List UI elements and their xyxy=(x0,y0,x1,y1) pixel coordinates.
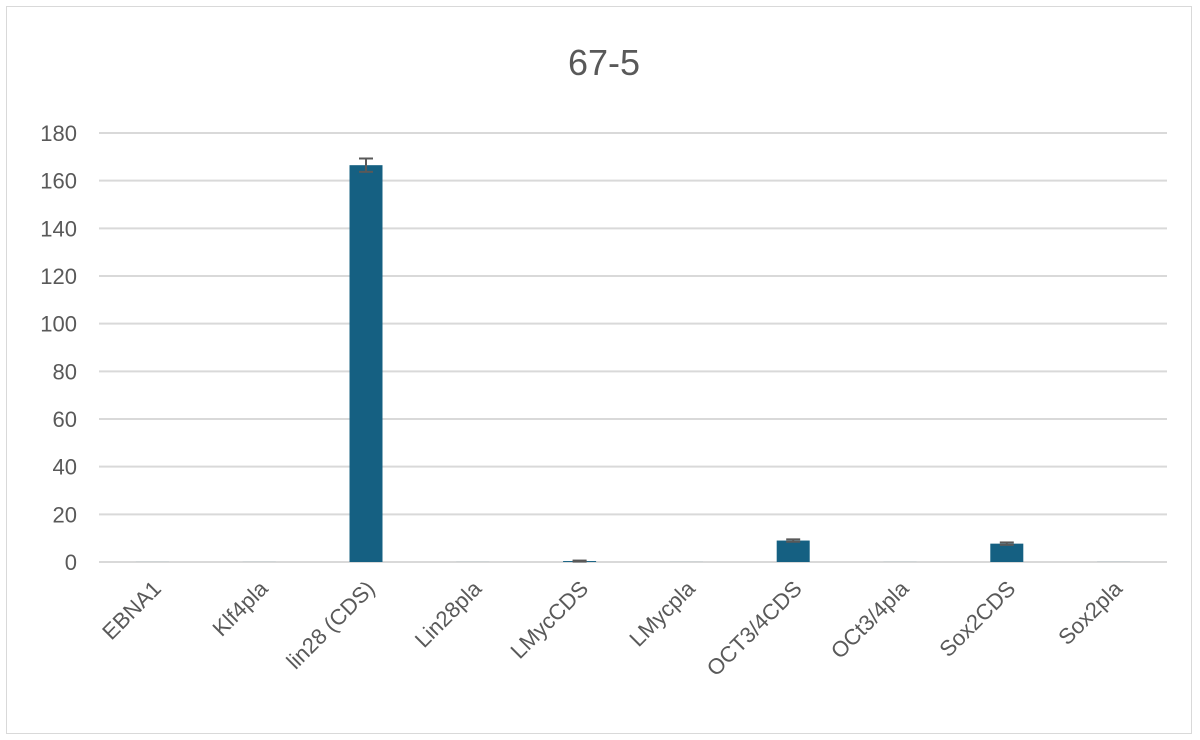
y-tick-label: 160 xyxy=(40,169,77,194)
y-tick-label: 100 xyxy=(40,312,77,337)
x-tick-label: lin28 (CDS) xyxy=(281,576,379,674)
x-tick-label: Klf4pla xyxy=(207,575,273,641)
error-bar xyxy=(572,559,587,563)
x-tick-label: LMycpla xyxy=(624,575,700,651)
error-bars xyxy=(359,157,1014,563)
x-tick-label: EBNA1 xyxy=(97,576,166,645)
y-tick-label: 40 xyxy=(53,455,77,480)
y-tick-label: 0 xyxy=(65,550,77,575)
x-tick-label: Sox2CDS xyxy=(934,576,1020,662)
y-tick-label: 20 xyxy=(53,502,77,527)
error-bar xyxy=(999,541,1014,546)
bar xyxy=(776,540,810,562)
bars xyxy=(135,165,1131,563)
bar-chart: 67-5 0 20 40 60 80 100 120 140 160 180 EBNA1 Klf4p… xyxy=(40,42,1167,681)
y-tick-label: 60 xyxy=(53,407,77,432)
y-tick-label: 140 xyxy=(40,216,77,241)
x-tick-label: OCT3/4CDS xyxy=(702,576,807,681)
x-tick-label: Lin28pla xyxy=(410,575,487,652)
error-bar xyxy=(786,538,801,543)
chart-title: 67-5 xyxy=(568,42,640,83)
y-axis-tick-labels: 0 20 40 60 80 100 120 140 160 180 xyxy=(40,121,77,575)
y-tick-label: 80 xyxy=(53,359,77,384)
bar xyxy=(349,165,383,563)
chart-frame: 67-5 0 20 40 60 80 100 120 140 160 180 EBNA1 Klf4p… xyxy=(6,6,1192,734)
x-axis-tick-labels: EBNA1 Klf4pla lin28 (CDS) Lin28pla LMycCDS LM… xyxy=(97,575,1127,681)
y-tick-label: 120 xyxy=(40,264,77,289)
x-tick-label: Sox2pla xyxy=(1053,575,1127,649)
error-bar xyxy=(359,157,373,173)
bar xyxy=(990,543,1024,562)
x-tick-label: LMycCDS xyxy=(505,576,593,664)
x-tick-label: OCt3/4pla xyxy=(826,575,914,663)
gridlines xyxy=(99,132,1167,563)
y-tick-label: 180 xyxy=(40,121,77,146)
